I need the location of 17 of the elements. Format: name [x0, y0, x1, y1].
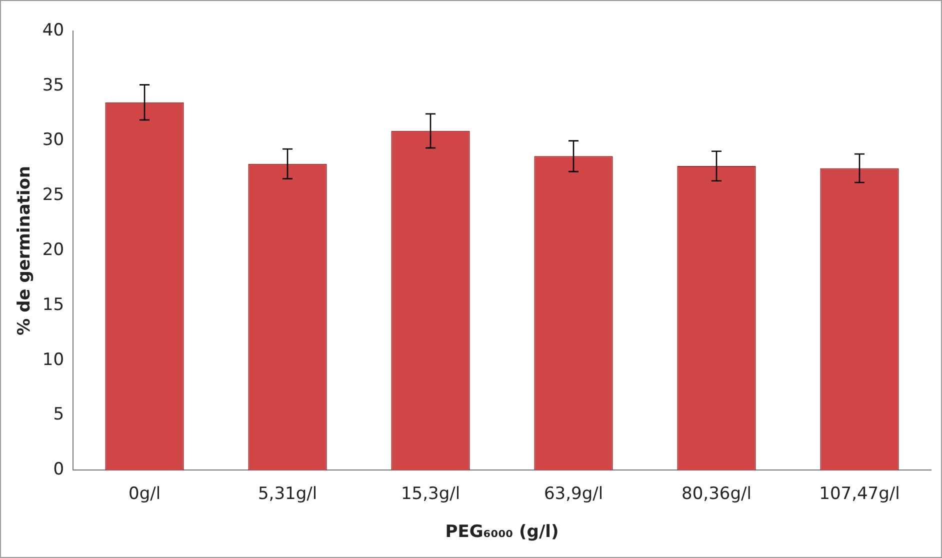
x-axis-title: PEG₆₀₀₀ (g/l) — [445, 522, 559, 542]
y-tick-label: 10 — [42, 350, 64, 370]
y-tick-label: 5 — [53, 404, 64, 425]
y-tick-label: 15 — [42, 294, 64, 315]
y-tick-label: 35 — [42, 75, 64, 96]
x-tick-label: 15,3g/l — [400, 484, 460, 504]
y-tick-label: 20 — [42, 240, 64, 260]
x-tick-label: 107,47g/l — [819, 484, 900, 504]
x-tick-label: 5,31g/l — [258, 484, 318, 504]
y-tick-label: 40 — [42, 20, 64, 40]
y-axis-title: % de germination — [14, 166, 35, 336]
y-tick-label: 30 — [42, 130, 64, 150]
x-tick-label: 0g/l — [128, 484, 161, 504]
x-tick-label: 63,9g/l — [544, 484, 604, 504]
y-tick-label: 0 — [53, 460, 64, 480]
y-tick-label: 25 — [42, 185, 64, 206]
x-tick-label: 80,36g/l — [682, 484, 752, 504]
